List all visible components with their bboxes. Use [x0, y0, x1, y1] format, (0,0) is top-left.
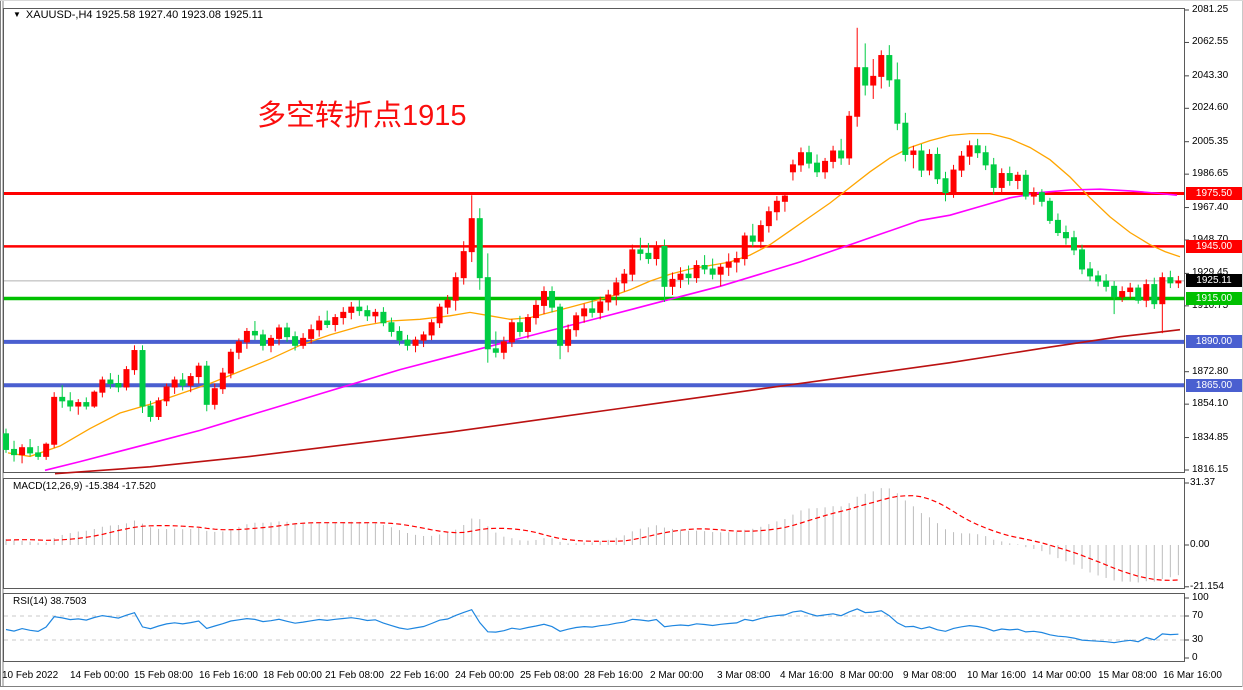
rsi-axis-label: 0 — [1192, 652, 1198, 663]
time-axis-label: 2 Mar 00:00 — [650, 670, 704, 681]
price-axis-tick-label: 1834.85 — [1192, 431, 1229, 443]
time-axis-label: 25 Feb 08:00 — [520, 670, 579, 681]
time-axis-label: 24 Feb 00:00 — [455, 670, 514, 681]
symbol-header: ▼ XAUUSD-,H4 1925.58 1927.40 1923.08 1925… — [13, 9, 263, 21]
symbol-ohlc-text: XAUUSD-,H4 1925.58 1927.40 1923.08 1925.… — [25, 9, 264, 21]
macd-indicator-label: MACD(12,26,9) -15.384 -17.520 — [13, 481, 156, 492]
ma-slow-darkred — [54, 328, 1181, 475]
price-axis-tick-label: 2062.55 — [1192, 36, 1229, 48]
horizontal-level-lines — [4, 191, 1184, 388]
time-axis-label: 28 Feb 16:00 — [584, 670, 643, 681]
price-level-badge: 1915.00 — [1186, 291, 1242, 305]
time-axis-label: 3 Mar 08:00 — [717, 670, 771, 681]
time-axis-label: 10 Mar 16:00 — [967, 670, 1026, 681]
price-axis-tick-label: 1948.70 — [1192, 234, 1228, 246]
price-axis-tick-label: 1929.45 — [1192, 267, 1229, 279]
ma-fast-orange — [7, 132, 1181, 458]
price-level-badge: 1865.00 — [1186, 378, 1242, 392]
price-level-badge: 1945.00 — [1186, 239, 1242, 253]
price-axis-tick-label: 2081.25 — [1192, 4, 1229, 15]
time-axis-label: 9 Mar 08:00 — [903, 670, 957, 681]
chart-annotation-text: 多空转折点1915 — [257, 100, 467, 132]
rsi-axis-label: 70 — [1192, 610, 1204, 621]
rsi-axis-label: 30 — [1192, 634, 1204, 645]
time-axis-label: 18 Feb 00:00 — [263, 670, 322, 681]
rsi-pane-content — [4, 608, 1184, 644]
price-axis-tick-label: 1854.10 — [1192, 398, 1229, 410]
time-axis-label: 8 Mar 00:00 — [840, 670, 894, 681]
macd-signal-line — [5, 495, 1179, 581]
current-price-badge: 1925.11 — [1186, 274, 1242, 288]
time-axis-label: 16 Mar 16:00 — [1163, 670, 1222, 681]
price-axis-tick-label: 1872.80 — [1192, 365, 1229, 377]
price-axis-tick-label: 1986.65 — [1192, 168, 1229, 180]
price-axis-tick-label: 2005.35 — [1192, 135, 1229, 147]
price-axis-tick-label: 2024.60 — [1192, 102, 1229, 114]
price-level-badge: 1975.50 — [1186, 186, 1242, 200]
rsi-indicator-label: RSI(14) 38.7503 — [13, 596, 87, 607]
candlestick-series — [3, 27, 1182, 464]
time-axis-label: 14 Mar 00:00 — [1032, 670, 1091, 681]
time-axis-label: 4 Mar 16:00 — [780, 670, 834, 681]
time-axis-label: 15 Feb 08:00 — [134, 670, 193, 681]
symbol-dropdown-icon[interactable]: ▼ — [13, 10, 21, 19]
time-axis-label: 15 Mar 08:00 — [1098, 670, 1157, 681]
time-axis-label: 14 Feb 00:00 — [70, 670, 129, 681]
time-axis-label: 16 Feb 16:00 — [199, 670, 258, 681]
time-axis-label: 21 Feb 08:00 — [325, 670, 384, 681]
price-axis-tick-label: 2043.30 — [1192, 69, 1229, 81]
rsi-axis-label: 100 — [1192, 592, 1209, 603]
price-axis-tick-label: 1910.75 — [1192, 299, 1229, 311]
time-axis-label: 10 Feb 2022 — [2, 670, 59, 681]
macd-axis-label: 0.00 — [1190, 539, 1210, 550]
macd-histogram — [5, 488, 1179, 583]
price-level-badge: 1890.00 — [1186, 335, 1242, 349]
price-axis-tick-label: 1816.15 — [1192, 464, 1229, 475]
price-axis-tick-label: 1967.40 — [1192, 201, 1229, 213]
ma-mid-magenta — [44, 188, 1178, 472]
macd-axis-label: -21.154 — [1190, 580, 1224, 592]
time-axis-label: 22 Feb 16:00 — [390, 670, 449, 681]
macd-axis-label: 31.37 — [1190, 477, 1216, 488]
scale-tick-marks — [1184, 9, 1189, 659]
